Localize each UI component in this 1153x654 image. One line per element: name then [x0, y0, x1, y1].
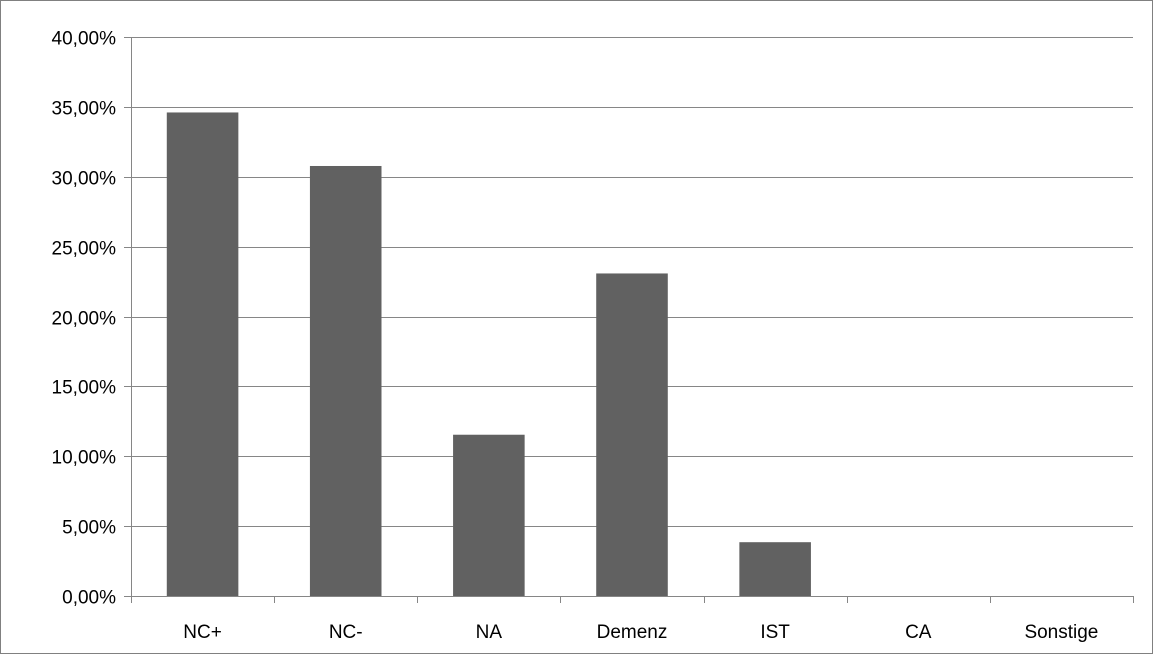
x-tick-label: Sonstige: [1024, 622, 1098, 643]
y-tick-label: 40,00%: [52, 29, 117, 50]
x-tick-label: CA: [905, 622, 932, 643]
x-tick-label: NC-: [329, 622, 363, 643]
x-tick-label: NC+: [183, 622, 222, 643]
bar-na: [453, 434, 525, 596]
axes: [124, 37, 1134, 603]
x-tick-label: IST: [760, 622, 790, 643]
y-tick-label: 35,00%: [52, 99, 117, 120]
bars: [166, 112, 811, 596]
y-tick-label: 25,00%: [52, 239, 117, 260]
y-tick-label: 0,00%: [62, 588, 116, 609]
bar-nc-: [309, 165, 382, 596]
x-tick-label: Demenz: [597, 622, 668, 643]
bar-demenz: [596, 273, 668, 596]
x-tick-labels: NC+ NC- NA Demenz IST CA Sonstige: [183, 622, 1098, 643]
y-tick-label: 20,00%: [52, 309, 117, 330]
y-tick-label: 30,00%: [52, 169, 117, 190]
y-tick-label: 15,00%: [52, 378, 117, 399]
y-tick-label: 10,00%: [52, 448, 117, 469]
bar-nc-: [166, 112, 239, 596]
x-tick-label: NA: [476, 622, 503, 643]
y-tick-labels: 0,00% 5,00% 10,00% 15,00% 20,00% 25,00% 30,00%…: [52, 29, 117, 609]
bar-ist: [739, 542, 811, 596]
y-tick-label: 5,00%: [62, 518, 116, 539]
